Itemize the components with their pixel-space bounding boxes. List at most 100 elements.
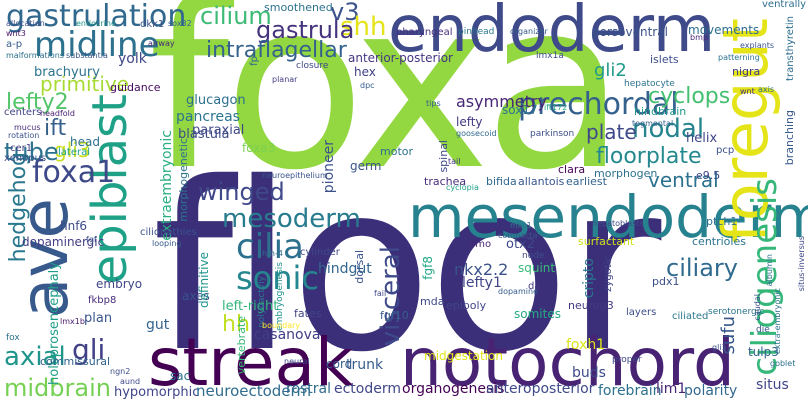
word-sox17: sox17 <box>502 103 538 117</box>
word-surfactant: surfactant <box>578 235 635 248</box>
word-cord: cord <box>326 357 353 371</box>
word-foxh1: foxh1 <box>566 337 606 353</box>
word-movements: movements <box>688 23 760 37</box>
word-smoothened: smoothened <box>264 1 333 14</box>
word-definitive: definitive <box>197 252 211 309</box>
word-substantia: substantia <box>66 51 108 60</box>
word-rotation: rotation <box>8 131 40 140</box>
word-gut: gut <box>146 317 170 333</box>
word-midgestation: midgestation <box>424 349 503 363</box>
word-endoderm: endoderm <box>388 0 716 67</box>
word-ciliary: ciliary <box>666 254 738 282</box>
word-endocrine: endocrine <box>76 19 116 28</box>
word-pcp: pcp <box>716 145 735 156</box>
word-proper: proper <box>612 355 642 365</box>
word-lmx1b: lmx1b <box>60 317 85 326</box>
word-cilium: cilium <box>200 2 272 30</box>
word-helix: helix <box>686 131 718 146</box>
word-gli3: gli3 <box>54 138 91 162</box>
word-dopamine: dopamine <box>498 287 538 296</box>
word-dkk1: dkk1 <box>140 19 165 30</box>
word-pioneer: pioneer <box>321 140 337 194</box>
word-allantois: allantois <box>518 175 565 188</box>
word-hex: hex <box>354 65 376 79</box>
word-anteroposterior: anteroposterior <box>486 381 595 397</box>
word-shh: shh <box>340 12 387 42</box>
word-lateral: lateral <box>58 147 90 158</box>
word-nigra: nigra <box>732 65 761 78</box>
word-ngn2: ngn2 <box>110 367 131 376</box>
word-goosecoid: goosecoid <box>456 129 497 138</box>
word-boundary: boundary <box>262 321 301 330</box>
word-pdx1: pdx1 <box>652 275 680 288</box>
word-gli2: gli2 <box>594 60 627 81</box>
word-neuroectoderm: neuroectoderm <box>196 382 312 400</box>
word-lefty2: lefty2 <box>6 90 69 115</box>
word-hh: hh <box>222 312 250 337</box>
word-lim1: lim1 <box>656 381 687 397</box>
word-notochord: notochord <box>400 324 735 401</box>
word-motor: motor <box>380 145 414 158</box>
word-neuroepithelium: neuroepithelium <box>262 171 328 180</box>
word-bmp: bmp <box>690 33 708 42</box>
word-fgf: fgf <box>86 235 97 244</box>
word-situs: situs <box>756 377 789 393</box>
word-polarity: polarity <box>684 383 738 399</box>
word-embryo: embryo <box>96 277 143 291</box>
word-malformations: malformations <box>6 51 64 60</box>
word-yolk: yolk <box>118 51 147 67</box>
word-mda: mda <box>420 295 445 308</box>
word-lefty1: lefty1 <box>462 275 502 291</box>
word-morphogenetic: morphogenetic <box>177 138 190 222</box>
word-cylinder: cylinder <box>300 247 340 258</box>
word-planar: planar <box>272 75 298 84</box>
word-zygotic: zygotic <box>603 256 614 292</box>
word-hindgut: hindgut <box>318 261 372 277</box>
word-forebrain: forebrain <box>598 383 662 399</box>
word-situs-inversus: situs-inversus <box>797 236 806 292</box>
word-cyclops: cyclops <box>648 84 731 109</box>
word-floorplate: floorplate <box>596 144 702 169</box>
word-epiboly: epiboly <box>446 299 487 312</box>
word-pinhead: pinhead <box>458 27 495 37</box>
word-fox: fox <box>6 333 20 343</box>
word-dpc: dpc <box>360 81 375 90</box>
word-asymmetry: asymmetry <box>456 92 547 111</box>
word-blastula: blastula <box>178 127 230 142</box>
word-hnf6: hnf6 <box>60 219 88 233</box>
word-die: die <box>756 325 770 335</box>
word-serotonergic: serotonergic <box>708 307 765 317</box>
word-head: head <box>70 135 100 149</box>
word-mesendoderm: mesendoderm <box>408 183 808 251</box>
word-foxa3: foxa3 <box>242 141 276 155</box>
word-islets: islets <box>650 53 679 66</box>
word-xenopus: xenopus <box>4 153 47 164</box>
word-layers: layers <box>626 307 657 318</box>
word-fp: fp <box>249 56 260 66</box>
word-brachyury: brachyury <box>34 65 100 80</box>
word-transthyretin: transthyretin <box>785 16 796 81</box>
word-tail: tail <box>448 157 461 166</box>
word-tulp3: tulp3 <box>748 345 779 359</box>
word-midline: midline <box>34 25 160 65</box>
word-foxa1: foxa1 <box>32 155 116 190</box>
word-fgf10: fgf10 <box>380 309 409 322</box>
word-centers: centers <box>4 107 42 118</box>
word-tegmental: tegmental <box>632 119 674 128</box>
word-parkinson: parkinson <box>530 129 575 139</box>
word-guidance: guidance <box>110 81 161 94</box>
word-plan: plan <box>84 311 113 326</box>
word-ectoderm: ectoderm <box>334 381 402 397</box>
word-axes: axes <box>182 289 210 303</box>
word-wnt3: wnt3 <box>6 29 26 38</box>
word-nkx2.2: nkx2.2 <box>454 260 509 279</box>
word-caudal: caudal <box>753 294 762 321</box>
word-neurog3: neurog3 <box>568 299 614 312</box>
word-sac: sac <box>170 369 191 383</box>
word-foxa: foxa <box>148 0 626 221</box>
word-streak: streak <box>148 324 354 401</box>
word-commissural: commissural <box>40 355 111 368</box>
word-dorsoventral: dorsoventral <box>592 25 668 39</box>
word-pharyngeal: pharyngeal <box>396 27 453 38</box>
word-gastrulation: gastrulation <box>6 0 187 34</box>
